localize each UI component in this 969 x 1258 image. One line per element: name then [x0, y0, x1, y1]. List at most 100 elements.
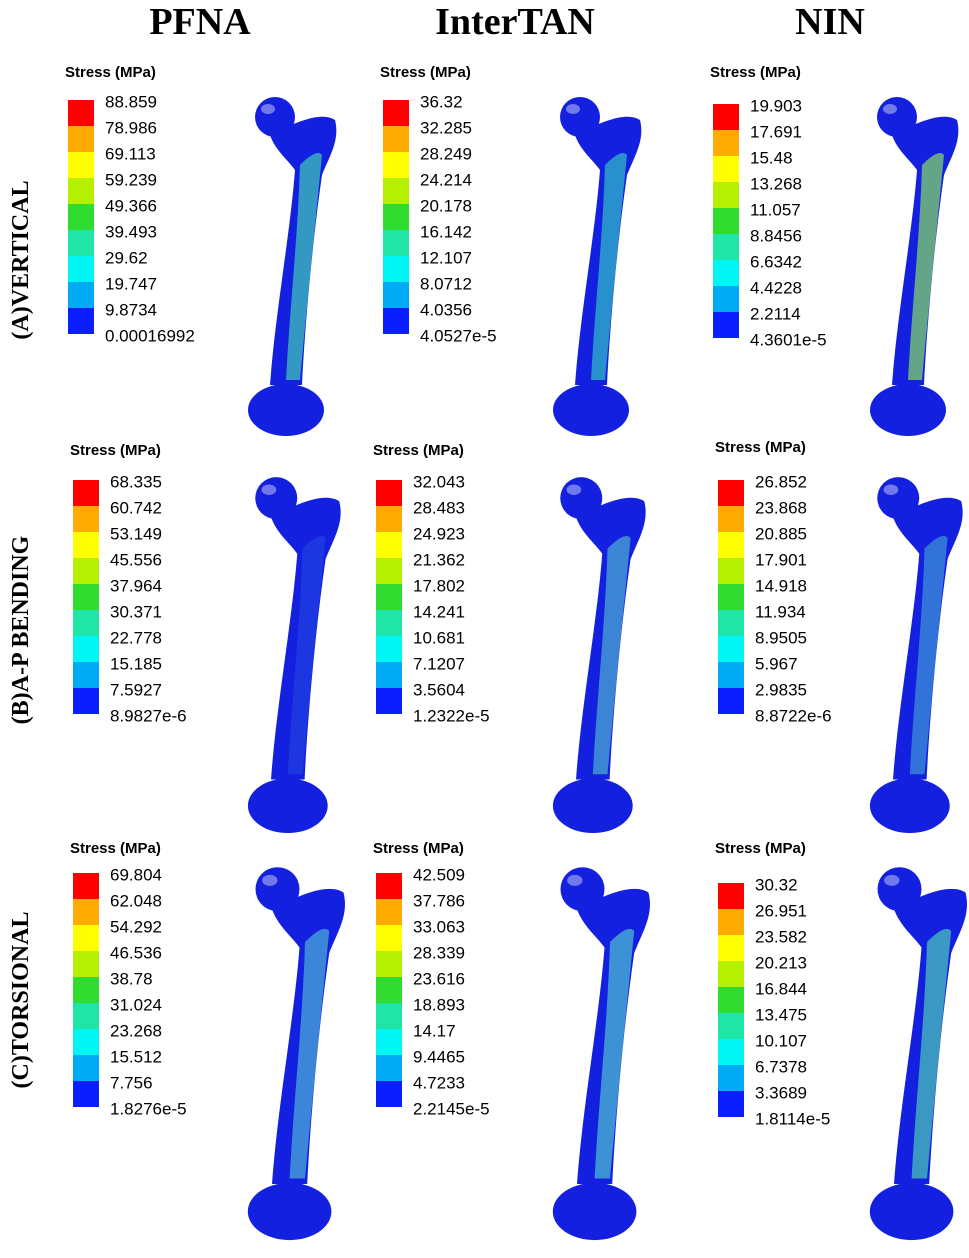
legend-swatch — [73, 506, 99, 532]
legend-swatch — [73, 1055, 99, 1081]
legend-swatch — [713, 260, 739, 286]
legend-swatch — [376, 951, 402, 977]
legend-swatch — [73, 1029, 99, 1055]
legend-swatch — [383, 308, 409, 334]
stress-band — [592, 535, 631, 775]
legend-value: 4.4228 — [750, 278, 802, 297]
legend-swatch — [713, 182, 739, 208]
legend-swatch — [68, 204, 94, 230]
legend-swatch — [718, 935, 744, 961]
stress-band — [591, 153, 627, 380]
legend-swatch — [718, 688, 744, 714]
stress-band — [289, 928, 330, 1179]
legend-swatch — [376, 899, 402, 925]
legend-value: 28.339 — [413, 943, 465, 962]
legend-swatch — [68, 282, 94, 308]
femur-head — [877, 867, 922, 912]
legend-value: 17.901 — [755, 550, 807, 569]
legend-value: 13.268 — [750, 174, 802, 193]
legend-value: 7.5927 — [110, 680, 162, 699]
legend-value: 14.918 — [755, 576, 807, 595]
legend-swatch — [718, 1039, 744, 1065]
legend-swatch — [68, 100, 94, 126]
legend-value: 20.178 — [420, 196, 472, 215]
legend-value: 31.024 — [110, 995, 162, 1014]
legend-swatch — [73, 873, 99, 899]
legend-swatch — [718, 584, 744, 610]
legend-swatch — [68, 126, 94, 152]
femur-condyle — [553, 384, 629, 436]
legend-swatch — [718, 961, 744, 987]
legend-swatch — [718, 532, 744, 558]
legend-swatch — [713, 286, 739, 312]
legend-swatch — [376, 1029, 402, 1055]
stress-band — [908, 153, 944, 380]
femur-head — [560, 477, 603, 520]
legend-value: 8.8456 — [750, 226, 802, 245]
legend-value: 54.292 — [110, 917, 162, 936]
legend-value: 4.3601e-5 — [750, 330, 827, 349]
legend-value: 42.509 — [413, 865, 465, 884]
femur-highlight — [884, 874, 900, 886]
legend-value: 4.0356 — [420, 300, 472, 319]
legend-swatch — [718, 987, 744, 1013]
femur-head — [255, 477, 298, 520]
legend-value: 15.185 — [110, 654, 162, 673]
legend-value: 23.268 — [110, 1021, 162, 1040]
femur-head — [255, 867, 300, 912]
legend-value: 11.934 — [755, 602, 806, 621]
legend-value: 32.043 — [413, 472, 465, 491]
legend-value: 15.48 — [750, 148, 793, 167]
legend-swatch — [383, 152, 409, 178]
legend-swatch — [73, 532, 99, 558]
legend-swatch — [376, 506, 402, 532]
legend-value: 3.3689 — [755, 1083, 807, 1102]
legend-value: 21.362 — [413, 550, 465, 569]
legend-value: 78.986 — [105, 118, 157, 137]
legend-swatch — [718, 480, 744, 506]
legend-title: Stress (MPa) — [380, 64, 471, 81]
legend-swatch — [383, 178, 409, 204]
legend-value: 17.691 — [750, 122, 802, 141]
legend-value: 46.536 — [110, 943, 162, 962]
legend-value: 15.512 — [110, 1047, 162, 1066]
legend-swatch — [713, 234, 739, 260]
legend-title: Stress (MPa) — [715, 439, 806, 456]
femur — [870, 97, 959, 436]
legend-value: 62.048 — [110, 891, 162, 910]
legend-swatch — [713, 156, 739, 182]
legend-swatch — [376, 1055, 402, 1081]
femur-highlight — [883, 484, 899, 495]
femur-condyle — [869, 1182, 954, 1241]
legend-value: 30.32 — [755, 875, 798, 894]
legend-value: 14.17 — [413, 1021, 456, 1040]
femur — [247, 867, 345, 1241]
legend-swatch — [73, 951, 99, 977]
femur-condyle — [247, 1182, 332, 1241]
legend-value: 11.057 — [750, 200, 801, 219]
legend-swatch — [376, 662, 402, 688]
legend-value: 2.9835 — [755, 680, 807, 699]
legend-value: 6.6342 — [750, 252, 802, 271]
legend-swatch — [68, 152, 94, 178]
legend-value: 32.285 — [420, 118, 472, 137]
legend-swatch — [383, 204, 409, 230]
legend-swatch — [718, 558, 744, 584]
legend-title: Stress (MPa) — [710, 64, 801, 81]
femur — [552, 867, 650, 1241]
legend-value: 33.063 — [413, 917, 465, 936]
stress-band — [287, 535, 326, 775]
legend-value: 17.802 — [413, 576, 465, 595]
femur-highlight — [566, 104, 580, 114]
legend-swatch — [383, 256, 409, 282]
legend-value: 23.582 — [755, 927, 807, 946]
legend-value: 29.62 — [105, 248, 148, 267]
femur-head — [560, 97, 600, 137]
legend-swatch — [73, 925, 99, 951]
femur — [553, 97, 642, 436]
legend-swatch — [713, 208, 739, 234]
legend-swatch — [718, 506, 744, 532]
legend-swatch — [718, 662, 744, 688]
femur-condyle — [870, 384, 946, 436]
legend-swatch — [68, 308, 94, 334]
